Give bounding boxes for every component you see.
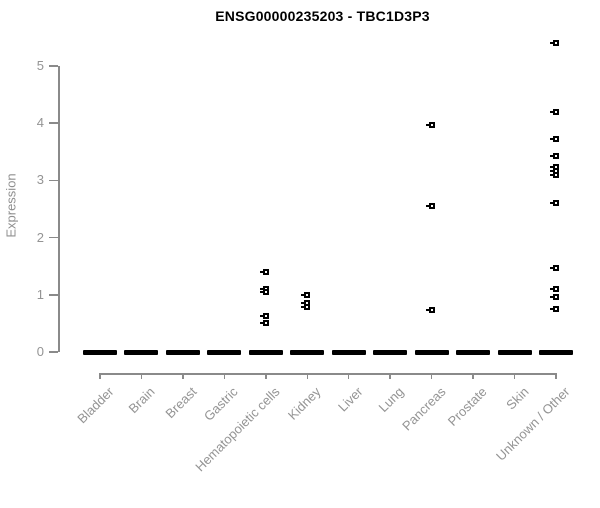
data-point — [259, 288, 269, 295]
data-point — [425, 203, 435, 210]
y-tick-label: 0 — [36, 344, 44, 359]
y-tick — [49, 294, 58, 296]
x-tick — [347, 373, 350, 379]
zero-expression-cluster — [207, 349, 242, 355]
y-tick — [49, 122, 58, 124]
x-axis-line — [99, 373, 557, 375]
data-point — [259, 312, 269, 319]
data-point — [549, 152, 559, 159]
chart-title: ENSG00000235203 - TBC1D3P3 — [215, 8, 430, 24]
zero-expression-cluster — [290, 349, 325, 355]
y-tick — [49, 179, 58, 182]
x-tick — [555, 373, 557, 379]
data-point — [301, 291, 311, 298]
y-tick — [49, 65, 58, 67]
x-tick — [140, 373, 143, 379]
zero-expression-cluster — [414, 349, 449, 355]
data-point — [549, 285, 559, 292]
zero-expression-cluster — [248, 349, 283, 355]
zero-expression-cluster — [373, 349, 408, 355]
data-point — [549, 136, 559, 143]
zero-expression-cluster — [497, 349, 532, 355]
x-tick — [306, 373, 308, 379]
zero-expression-cluster — [83, 349, 117, 355]
y-tick-label: 4 — [36, 115, 44, 131]
data-point — [301, 304, 311, 311]
data-point — [259, 320, 269, 327]
y-tick-label: 5 — [36, 58, 44, 73]
x-tick — [223, 373, 226, 379]
data-point — [549, 264, 559, 271]
x-tick — [182, 373, 184, 379]
x-tick — [430, 373, 433, 379]
x-tick — [389, 373, 391, 379]
data-point — [425, 121, 435, 128]
zero-expression-cluster — [331, 349, 366, 355]
zero-expression-cluster — [456, 349, 491, 355]
y-tick-label: 2 — [36, 229, 44, 245]
x-tick — [472, 373, 474, 379]
x-tick — [265, 373, 267, 379]
x-tick — [513, 373, 516, 379]
data-point — [259, 269, 269, 276]
zero-expression-cluster — [538, 349, 573, 355]
y-tick — [49, 236, 58, 239]
data-point — [549, 199, 559, 206]
zero-expression-cluster — [124, 349, 159, 355]
y-axis-title: Expression — [3, 173, 19, 238]
data-point — [549, 293, 559, 300]
zero-expression-cluster — [165, 349, 200, 355]
data-point — [425, 307, 435, 314]
y-tick-label: 3 — [36, 172, 44, 188]
data-point — [549, 171, 559, 178]
y-tick-label: 1 — [36, 286, 44, 302]
data-point — [549, 305, 559, 312]
x-tick — [99, 373, 101, 379]
y-tick — [49, 351, 58, 353]
data-point — [549, 108, 559, 115]
y-axis-line — [58, 66, 60, 352]
data-point — [549, 39, 559, 46]
